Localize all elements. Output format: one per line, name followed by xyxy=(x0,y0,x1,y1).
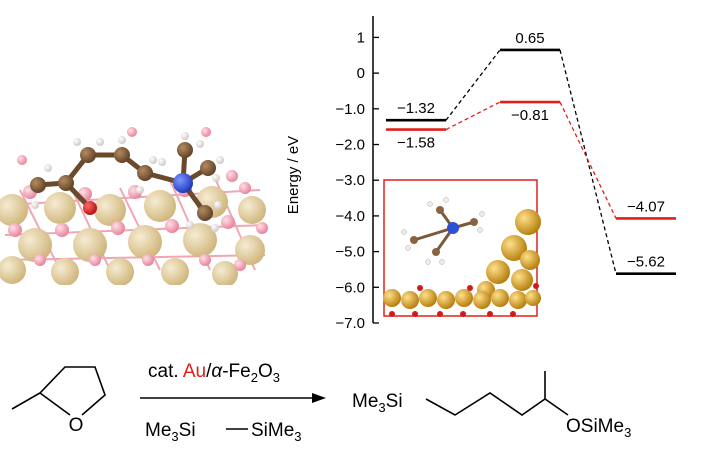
reagent-right-sime: SiMe xyxy=(251,420,294,441)
y-tick-label: −3.0 xyxy=(335,172,365,189)
energy-value-label: −5.62 xyxy=(627,254,665,271)
product-left-sub: 3 xyxy=(378,400,385,415)
catalyst-sub2: 3 xyxy=(273,370,280,385)
energy-connector xyxy=(559,101,617,219)
fe2o3-surface xyxy=(0,127,268,285)
y-tick-label: −2.0 xyxy=(335,137,365,154)
energy-value-label: −0.81 xyxy=(511,107,549,124)
catalyst-sub1: 2 xyxy=(251,370,258,385)
y-axis-label: Energy / eV xyxy=(285,136,302,214)
product-right-sub: 3 xyxy=(624,425,631,440)
surface-model-image xyxy=(0,127,268,285)
product-right: OSiMe3 xyxy=(566,416,631,440)
catalyst-alpha: α xyxy=(211,361,223,382)
reagent-left-si: Si xyxy=(179,420,196,441)
y-tick-label: −1.0 xyxy=(335,101,365,118)
reactant-structure xyxy=(11,366,106,416)
product-chain xyxy=(425,392,569,416)
energy-value-label: −1.32 xyxy=(397,100,435,117)
energy-value-label: 0.65 xyxy=(515,30,544,47)
product-left-me: Me xyxy=(352,391,378,412)
y-tick-label: 1 xyxy=(357,29,365,46)
chart-layer: 1 0 −1.0 −2.0 −3.0 −4.0 −5.0 −6.0 −7.0 −1.32 0.65 −… xyxy=(335,16,676,332)
inset-au-model xyxy=(383,179,541,317)
catalyst-sep: / xyxy=(206,361,212,382)
reagent-right: SiMe3 xyxy=(251,420,302,444)
energy-connector xyxy=(445,101,501,131)
y-tick-label: −4.0 xyxy=(335,208,365,225)
energy-value-label: −4.07 xyxy=(627,198,665,215)
adsorbed-molecule xyxy=(30,132,224,232)
energy-connector xyxy=(445,49,501,121)
catalyst-metal: Au xyxy=(183,361,206,382)
product-left-si: Si xyxy=(386,391,403,412)
reagent-left-sub: 3 xyxy=(171,429,178,444)
energy-diagram: Energy / eV 1 0 −1.0 −2.0 −3.0 −4.0 −5.0 −6.0 −7… xyxy=(285,16,676,332)
product-right-osime: OSiMe xyxy=(566,416,624,437)
energy-value-label: −1.58 xyxy=(397,135,435,152)
reaction-scheme: O cat. Au/α-Fe2O3 Me3Si SiMe3 Me3Si OSiM… xyxy=(11,361,631,444)
y-tick-label: −7.0 xyxy=(335,315,365,332)
catalyst-prefix: cat. xyxy=(148,361,183,382)
reagent-right-sub: 3 xyxy=(294,429,301,444)
energy-connector xyxy=(559,49,617,274)
catalyst-oxygen: O xyxy=(258,361,273,382)
y-tick-label: 0 xyxy=(357,65,365,82)
y-tick-label: −5.0 xyxy=(335,244,365,261)
reagent-left-me: Me xyxy=(145,420,171,441)
catalyst-support: -Fe xyxy=(222,361,251,382)
product-left: Me3Si xyxy=(352,391,403,415)
catalyst-label: cat. Au/α-Fe2O3 xyxy=(148,361,280,385)
reaction-arrow xyxy=(140,393,326,403)
y-tick-label: −6.0 xyxy=(335,279,365,296)
reactant-oxygen: O xyxy=(69,415,84,436)
reagent-left: Me3Si xyxy=(145,420,196,444)
